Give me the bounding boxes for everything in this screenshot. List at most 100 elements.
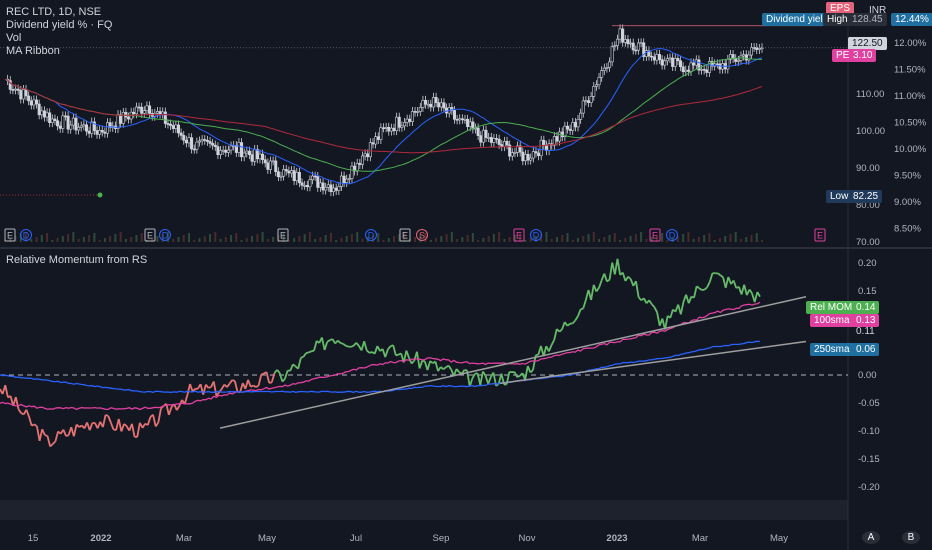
rel-mom-segment — [62, 429, 67, 437]
rel-mom-segment — [418, 360, 424, 369]
candle-body — [368, 142, 372, 158]
candle-body — [213, 144, 217, 147]
price-tick-label: 90.00 — [856, 163, 880, 174]
candle-body — [573, 122, 577, 128]
candle-body — [363, 153, 367, 157]
rel-mom-segment — [402, 350, 408, 363]
candle-body — [216, 146, 220, 155]
candle-body — [642, 42, 646, 57]
candle-body — [274, 160, 278, 172]
candle-body — [71, 117, 75, 126]
eps-badge[interactable]: EPS — [826, 2, 855, 15]
yield-tick-label: 10.50% — [894, 118, 927, 129]
rel-mom-segment — [152, 414, 157, 427]
candle-body — [32, 99, 36, 106]
bottom-button-b[interactable]: B — [902, 531, 920, 544]
rel-mom-segment — [252, 384, 257, 388]
rel-mom-segment — [592, 284, 598, 292]
candle-body — [40, 110, 44, 116]
candle-body — [250, 154, 254, 162]
candle-body — [108, 122, 112, 128]
candle-body — [253, 149, 257, 162]
candle-body — [471, 121, 475, 130]
candle-body — [297, 172, 301, 184]
candle-body — [100, 130, 104, 133]
rel-mom-segment — [416, 351, 421, 369]
dividend-legend[interactable]: Dividend yield % · FQ — [6, 19, 113, 31]
rel-mom-segment — [215, 391, 220, 397]
rel-mom-segment — [461, 369, 466, 375]
volume-bar — [534, 236, 537, 242]
currency-label: INR — [869, 5, 887, 16]
candle-body — [734, 58, 738, 62]
volume-bar — [629, 236, 632, 242]
volume-bar — [571, 240, 574, 242]
volume-bar — [177, 237, 180, 242]
volume-bar — [61, 236, 64, 242]
volume-bar — [429, 240, 432, 242]
candle-body — [77, 126, 81, 131]
candle-body — [418, 107, 422, 112]
rel-mom-segment — [366, 349, 371, 354]
volume-bar — [498, 232, 501, 242]
momentum-title[interactable]: Relative Momentum from RS — [6, 254, 148, 266]
yield-value: 12.44% — [891, 13, 932, 26]
candle-body — [518, 145, 522, 153]
candle-body — [87, 130, 91, 134]
candle-body — [505, 141, 509, 146]
ma-ribbon-legend[interactable]: MA Ribbon — [6, 45, 60, 57]
candle-body — [266, 162, 270, 170]
rel-mom-segment — [255, 384, 260, 388]
rel-mom-segment — [78, 424, 83, 428]
rel-mom-segment — [281, 378, 286, 383]
rel-mom-segment — [687, 296, 693, 304]
candle-body — [190, 137, 194, 150]
volume-bar — [598, 239, 601, 242]
rel-mom-segment — [25, 409, 30, 417]
rel-mom-segment — [340, 342, 344, 345]
rel-mom-segment — [629, 278, 635, 287]
candle-body — [534, 151, 538, 154]
rel-mom-segment — [136, 422, 141, 438]
rel-mom-segment — [442, 366, 447, 370]
auto-scale-button[interactable]: A — [862, 531, 880, 544]
candle-body — [489, 137, 493, 143]
candle-body — [384, 126, 388, 129]
candle-body — [8, 80, 12, 90]
vol-legend[interactable]: Vol — [6, 32, 22, 44]
candle-body — [142, 110, 146, 114]
volume-bar — [377, 233, 380, 242]
candle-body — [29, 100, 33, 106]
candle-body — [208, 141, 212, 144]
volume-bar — [114, 234, 117, 242]
candle-body — [58, 125, 62, 129]
rel-mom-segment — [350, 344, 354, 348]
rel-mom-segment — [146, 416, 152, 426]
event-marker-label: D — [162, 231, 169, 241]
volume-bar — [682, 234, 685, 242]
sma100-label: 100sma — [810, 314, 854, 327]
candle-body — [657, 54, 661, 60]
candle-body — [305, 184, 309, 188]
rel-mom-segment — [226, 383, 231, 388]
event-marker-label: S — [419, 231, 425, 241]
price-tick-label: 80.00 — [856, 200, 880, 211]
candle-body — [195, 141, 199, 150]
candle-body — [576, 119, 580, 128]
candle-body — [182, 135, 186, 141]
rel-mom-segment — [566, 322, 571, 327]
candle-body — [502, 141, 506, 147]
candle-body — [581, 100, 585, 114]
candle-body — [565, 125, 569, 130]
rel-mom-segment — [44, 434, 48, 437]
volume-bar — [298, 236, 301, 242]
candle-body — [14, 88, 18, 91]
candle-body — [308, 179, 312, 188]
candle-body — [321, 182, 325, 191]
candle-body — [715, 63, 719, 66]
candle-body — [19, 90, 23, 100]
rel-mom-segment — [595, 287, 600, 293]
candle-body — [342, 175, 346, 183]
